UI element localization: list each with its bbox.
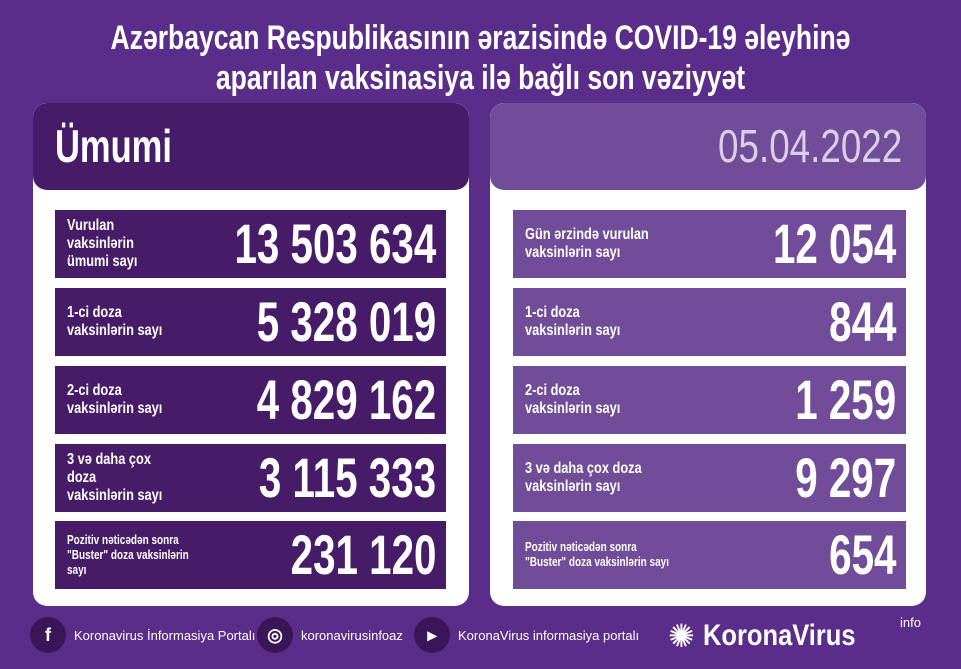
stat-label: Pozitiv nəticədən sonra "Buster" doza va… [525,540,669,569]
youtube-label: KoronaVirus informasiya portalı [458,627,640,643]
stat-label: 1-ci doza vaksinlərin sayı [525,304,621,339]
stat-value: 231 120 [290,523,436,586]
total-card: Ümumi Vurulan vaksinlərin ümumi sayı 13 5… [33,103,469,606]
daily-card-header: 05.04.2022 [490,103,926,190]
date: 05.04.2022 [717,120,902,172]
footer: f Koronavirus İnformasiya Portalı ◎ korona… [0,615,961,661]
instagram-icon: ◎ [257,617,293,653]
youtube-link[interactable]: ▸ KoronaVirus informasiya portalı [414,617,639,653]
stat-value: 3 115 333 [258,446,436,509]
stat-label: Pozitiv nəticədən sonra "Buster" doza va… [67,532,189,577]
stat-value: 5 328 019 [256,290,436,353]
stat-label: Gün ərzində vurulan vaksinlərin sayı [525,226,649,261]
total-heading: Ümumi [55,120,172,172]
stat-value: 9 297 [795,446,896,509]
total-card-header: Ümumi [33,103,469,190]
stat-value: 654 [828,523,896,586]
koronavirus-logo: ✺ KoronaVirus info [668,615,921,655]
facebook-link[interactable]: f Koronavirus İnformasiya Portalı [30,617,255,653]
left-stat-row: 2-ci doza vaksinlərin sayı 4 829 162 [55,366,446,434]
stat-value: 1 259 [795,368,896,431]
logo-sup: info [900,615,921,630]
left-stat-row: Vurulan vaksinlərin ümumi sayı 13 503 634 [55,210,446,278]
stat-label: 2-ci doza vaksinlərin sayı [525,382,621,417]
instagram-link[interactable]: ◎ koronavirusinfoaz [257,617,403,653]
daily-card: 05.04.2022 Gün ərzində vurulan vaksinlər… [490,103,926,606]
instagram-label: koronavirusinfoaz [301,627,403,643]
right-stat-row: Pozitiv nəticədən sonra "Buster" doza va… [513,521,906,589]
left-stat-row: Pozitiv nəticədən sonra "Buster" doza va… [55,521,446,589]
logo-text: KoronaVirus [702,619,856,652]
right-stat-row: 2-ci doza vaksinlərin sayı 1 259 [513,366,906,434]
right-stat-row: 1-ci doza vaksinlərin sayı 844 [513,288,906,356]
left-stat-row: 3 və daha çox doza vaksinlərin sayı 3 115… [55,444,446,512]
stat-value: 4 829 162 [256,368,436,431]
stat-label: Vurulan vaksinlərin ümumi sayı [67,217,138,270]
stat-value: 12 054 [772,212,896,275]
stat-label: 1-ci doza vaksinlərin sayı [67,304,163,339]
stat-label: 2-ci doza vaksinlərin sayı [67,382,163,417]
youtube-icon: ▸ [414,617,450,653]
facebook-icon: f [30,617,66,653]
stat-value: 13 503 634 [234,212,436,275]
right-stat-row: Gün ərzində vurulan vaksinlərin sayı 12 0… [513,210,906,278]
stat-label: 3 və daha çox doza vaksinlərin sayı [67,451,163,504]
stat-value: 844 [828,290,896,353]
virus-sun-icon: ✺ [668,618,695,654]
stat-label: 3 və daha çox doza vaksinlərin sayı [525,460,642,495]
page-title: Azərbaycan Respublikasının ərazisində CO… [110,19,851,97]
facebook-label: Koronavirus İnformasiya Portalı [74,627,256,643]
left-stat-row: 1-ci doza vaksinlərin sayı 5 328 019 [55,288,446,356]
right-stat-row: 3 və daha çox doza vaksinlərin sayı 9 297 [513,444,906,512]
